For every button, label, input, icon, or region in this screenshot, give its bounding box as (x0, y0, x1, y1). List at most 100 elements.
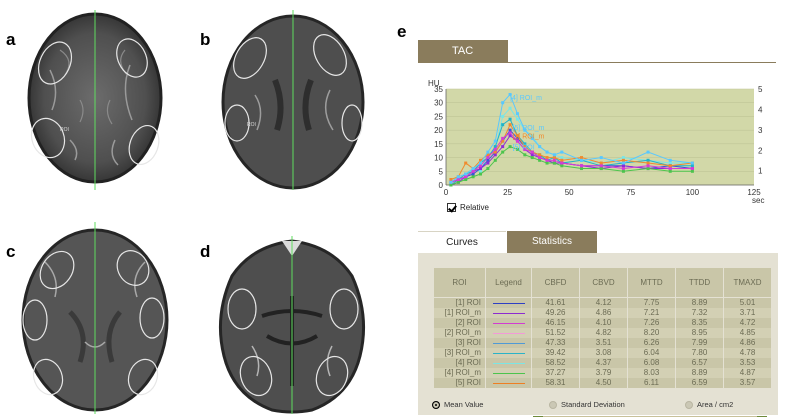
roi-cell: [5] ROI (433, 378, 486, 388)
col-header-cbvd[interactable]: CBVD (579, 267, 628, 298)
data-point (580, 167, 584, 171)
roi-cell: [2] ROI_m (433, 328, 486, 338)
data-point (668, 167, 672, 171)
legend-cell (485, 338, 532, 348)
tab-tac[interactable]: TAC (418, 40, 508, 62)
radio-standard-deviation[interactable] (549, 401, 557, 409)
table-row[interactable]: [3] ROI 47.33 3.51 6.26 7.99 4.86 (433, 338, 772, 348)
table-row[interactable]: [4] ROI_m 37.27 3.79 8.03 8.89 4.87 (433, 368, 772, 378)
roi-cell: [4] ROI (433, 358, 486, 368)
legend-line (492, 342, 525, 344)
tmaxd-cell: 5.01 (723, 297, 772, 308)
data-point (560, 158, 564, 162)
data-point (621, 169, 625, 173)
data-point (646, 164, 650, 168)
data-point (478, 172, 482, 176)
mttd-cell: 8.20 (627, 328, 676, 338)
col-header-mttd[interactable]: MTTD (627, 267, 676, 298)
ttdd-cell: 8.89 (675, 297, 724, 308)
data-point (501, 123, 505, 127)
roi-label: ROI (247, 122, 256, 128)
series-line (450, 93, 693, 183)
ttdd-cell: 7.32 (675, 308, 724, 318)
data-point (545, 161, 549, 165)
data-point (471, 175, 475, 179)
relative-label: Relative (460, 203, 489, 212)
y2-tick-label: 5 (758, 85, 763, 94)
table-row[interactable]: [2] ROI_m 51.52 4.82 8.20 8.95 4.85 (433, 328, 772, 338)
tab-curves[interactable]: Curves (418, 231, 506, 253)
data-point (456, 178, 460, 182)
cbfd-cell: 37.27 (531, 368, 580, 378)
data-point (560, 161, 564, 165)
series-line (450, 132, 693, 183)
legend-cell (485, 328, 532, 338)
legend-cell (485, 368, 532, 378)
radio-area[interactable] (685, 401, 693, 409)
col-header-legend[interactable]: Legend (485, 267, 532, 298)
data-point (646, 158, 650, 162)
x-tick-label: 100 (686, 188, 700, 197)
data-point (478, 161, 482, 165)
data-point (508, 128, 512, 132)
data-point (690, 161, 694, 165)
cbfd-cell: 46.15 (531, 318, 580, 328)
y-tick-label: 15 (434, 140, 443, 149)
relative-checkbox[interactable] (447, 203, 456, 212)
y-tick-label: 25 (434, 112, 443, 121)
table-row[interactable]: [4] ROI 58.52 4.37 6.08 6.57 3.53 (433, 358, 772, 368)
data-point (523, 128, 527, 132)
cbvd-cell: 3.08 (579, 348, 628, 358)
x-tick-label: 0 (444, 188, 449, 197)
data-point (599, 161, 603, 165)
data-point (478, 164, 482, 168)
data-point (530, 134, 534, 138)
y-tick-label: 30 (434, 99, 443, 108)
data-point (501, 101, 505, 105)
data-point (668, 164, 672, 168)
data-point (646, 150, 650, 154)
mttd-cell: 7.21 (627, 308, 676, 318)
table-row[interactable]: [2] ROI 46.15 4.10 7.26 8.35 4.72 (433, 318, 772, 328)
data-point (646, 167, 650, 171)
legend-line (492, 352, 525, 354)
table-row[interactable]: [5] ROI 58.31 4.50 6.11 6.59 3.57 (433, 378, 772, 388)
table-row[interactable]: [1] ROI 41.61 4.12 7.75 8.89 5.01 (433, 297, 772, 308)
data-point (515, 147, 519, 151)
cbfd-cell: 41.61 (531, 297, 580, 308)
legend-cell (485, 378, 532, 388)
data-point (621, 164, 625, 168)
data-point (456, 175, 460, 179)
table-row[interactable]: [1] ROI_m 49.26 4.86 7.21 7.32 3.71 (433, 308, 772, 318)
col-header-tmaxd[interactable]: TMAXD (723, 267, 772, 298)
cbvd-cell: 3.51 (579, 338, 628, 348)
data-point (464, 161, 468, 165)
data-point (580, 158, 584, 162)
data-point (471, 172, 475, 176)
data-point (486, 161, 490, 165)
series-line (450, 146, 693, 186)
col-header-roi[interactable]: ROI (433, 267, 486, 298)
data-point (493, 153, 497, 157)
data-point (471, 167, 475, 171)
table-row[interactable]: [3] ROI_m 39.42 3.08 6.04 7.80 4.78 (433, 348, 772, 358)
y2-tick-label: 2 (758, 146, 763, 155)
data-point (668, 158, 672, 162)
data-point (580, 164, 584, 168)
col-header-ttdd[interactable]: TTDD (675, 267, 724, 298)
panel-letter-d: d (200, 242, 211, 261)
tab-statistics[interactable]: Statistics (507, 231, 597, 253)
legend-line (492, 372, 525, 374)
data-point (501, 150, 505, 154)
data-point (545, 156, 549, 160)
data-point (486, 158, 490, 162)
cbfd-cell: 58.52 (531, 358, 580, 368)
y-tick-label: 5 (439, 167, 444, 176)
radio-mean-value[interactable] (432, 401, 440, 409)
series-label: [5] ROI_m (513, 125, 545, 132)
mttd-cell: 6.08 (627, 358, 676, 368)
col-header-cbfd[interactable]: CBFD (531, 267, 580, 298)
mttd-cell: 8.03 (627, 368, 676, 378)
data-point (508, 131, 512, 135)
data-point (599, 164, 603, 168)
